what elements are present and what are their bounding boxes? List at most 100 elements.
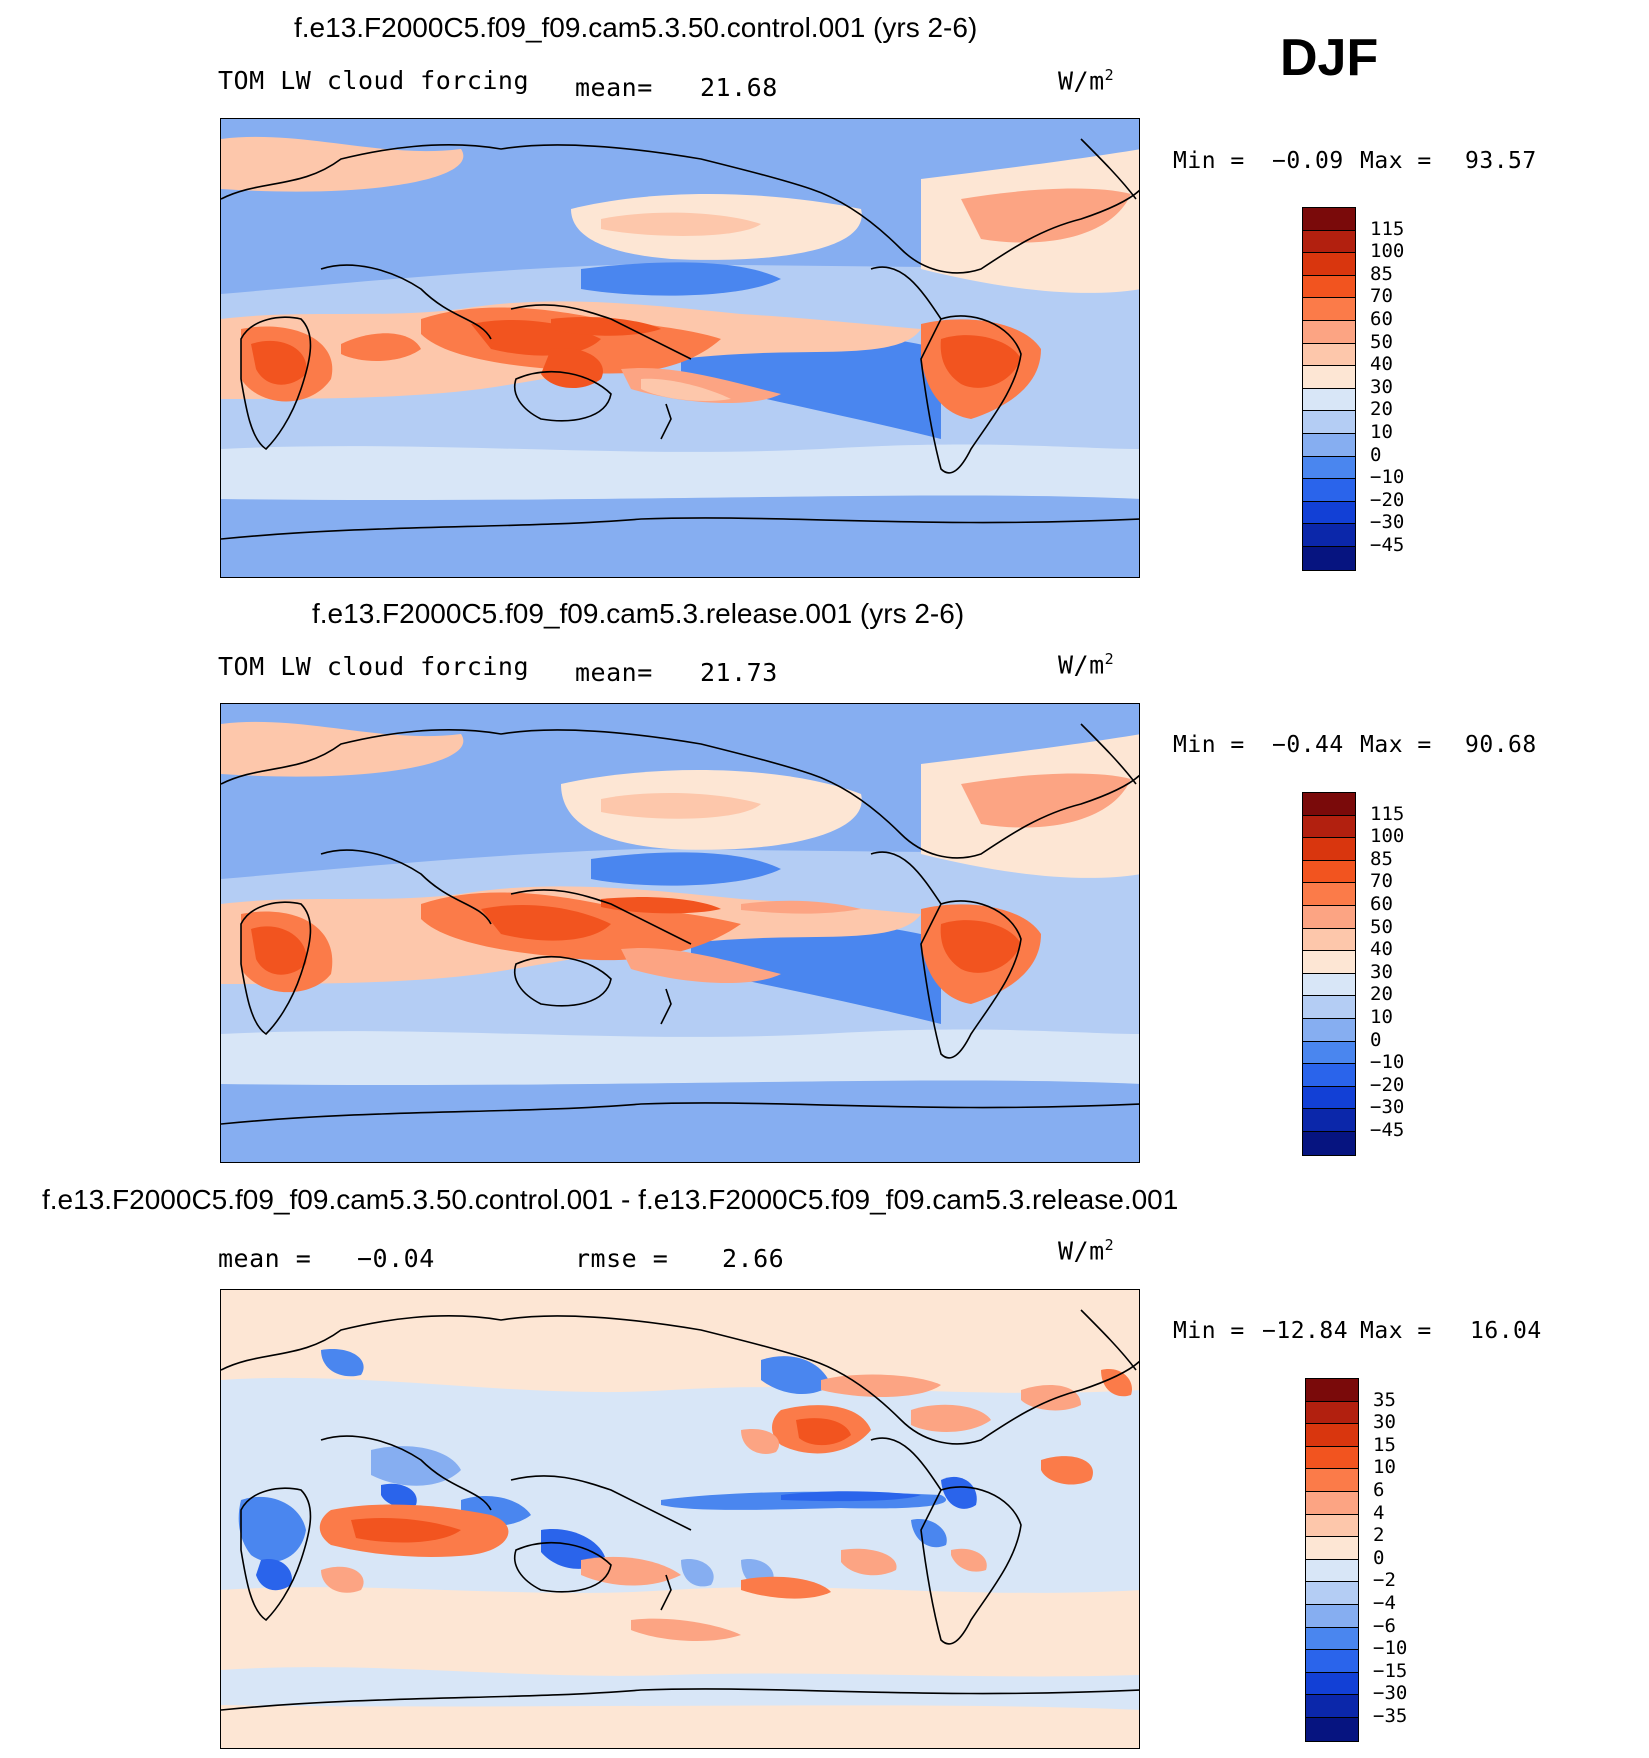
colorbar-tick-label: 4: [1373, 1501, 1385, 1524]
colorbar-swatch: [1303, 320, 1355, 344]
colorbar-swatch: [1306, 1446, 1358, 1470]
colorbar-swatch: [1306, 1627, 1358, 1651]
colorbar-tick-label: 100: [1370, 240, 1405, 263]
colorbar-tick-label: 70: [1370, 870, 1393, 893]
colorbar-tick-label: 50: [1370, 330, 1393, 353]
colorbar-swatch: [1303, 456, 1355, 480]
colorbar-tick-label: −45: [1370, 534, 1405, 556]
colorbar-tick-label: −10: [1370, 1051, 1405, 1074]
colorbar-swatch: [1306, 1695, 1358, 1718]
colorbar-swatch: [1303, 388, 1355, 412]
panel3-mean-label: mean =: [218, 1244, 312, 1273]
colorbar-swatch: [1306, 1604, 1358, 1628]
panel2-map: [220, 703, 1140, 1163]
colorbar-swatch: [1306, 1559, 1358, 1583]
colorbar-swatch: [1303, 479, 1355, 502]
panel1-mean-value: 21.68: [700, 73, 778, 102]
panel1-min-label: Min =: [1173, 148, 1245, 174]
panel3-rmse-value: 2.66: [722, 1244, 785, 1273]
panel2-mean-value: 21.73: [700, 658, 778, 687]
colorbar-tick-label: 40: [1370, 938, 1393, 961]
colorbar-swatch: [1306, 1650, 1358, 1673]
colorbar-swatch: [1303, 208, 1355, 231]
colorbar-swatch: [1306, 1537, 1358, 1560]
colorbar-tick-label: 85: [1370, 847, 1393, 870]
colorbar-tick-label: −10: [1373, 1637, 1408, 1660]
colorbar-tick-label: 20: [1370, 983, 1393, 1006]
colorbar-tick-label: 0: [1370, 443, 1382, 466]
colorbar-tick-label: −10: [1370, 466, 1405, 489]
panel1-mean-label: mean=: [575, 73, 653, 102]
colorbar-swatch: [1303, 1064, 1355, 1087]
panel2-min-label: Min =: [1173, 732, 1245, 758]
panel2-map-field: [221, 704, 1139, 1162]
colorbar-tick-label: 30: [1370, 960, 1393, 983]
panel1-min-value: −0.09: [1272, 148, 1344, 174]
panel3-min-value: −12.84: [1262, 1318, 1349, 1344]
colorbar-swatch: [1306, 1717, 1358, 1741]
colorbar-tick-label: 15: [1373, 1433, 1396, 1456]
panel1-map-field: [221, 119, 1139, 577]
colorbar-tick-label: 60: [1370, 893, 1393, 915]
colorbar-tick-label: 30: [1373, 1411, 1396, 1434]
colorbar-swatch: [1306, 1672, 1358, 1696]
colorbar-swatch: [1303, 928, 1355, 952]
colorbar-swatch: [1303, 905, 1355, 929]
colorbar-swatch: [1306, 1469, 1358, 1492]
colorbar-swatch: [1303, 1086, 1355, 1110]
colorbar-swatch: [1306, 1401, 1358, 1425]
colorbar-swatch: [1303, 524, 1355, 547]
colorbar-swatch: [1303, 230, 1355, 254]
colorbar-tick-label: −15: [1373, 1659, 1408, 1682]
colorbar-swatch: [1303, 815, 1355, 839]
colorbar-tick-label: −45: [1370, 1119, 1405, 1141]
panel1-title: f.e13.F2000C5.f09_f09.cam5.3.50.control.…: [294, 12, 978, 43]
colorbar-tick-label: −4: [1373, 1592, 1396, 1614]
colorbar-swatch: [1306, 1582, 1358, 1605]
colorbar-tick-label: −35: [1373, 1705, 1408, 1727]
panel2-title: f.e13.F2000C5.f09_f09.cam5.3.release.001…: [312, 598, 965, 629]
panel2-colorbar: [1302, 792, 1356, 1156]
colorbar-swatch: [1303, 298, 1355, 321]
colorbar-tick-label: 85: [1370, 262, 1393, 285]
colorbar-tick-label: 50: [1370, 915, 1393, 938]
panel3-map-field: [221, 1290, 1139, 1748]
panel3-mean-value: −0.04: [357, 1244, 435, 1273]
colorbar-swatch: [1303, 433, 1355, 457]
colorbar-swatch: [1306, 1491, 1358, 1515]
colorbar-swatch: [1303, 343, 1355, 367]
panel2-max-label: Max =: [1360, 732, 1432, 758]
colorbar-tick-label: 0: [1373, 1546, 1385, 1569]
colorbar-swatch: [1303, 1018, 1355, 1042]
panel1-colorbar: [1302, 207, 1356, 571]
colorbar-tick-label: 2: [1373, 1524, 1385, 1547]
colorbar-swatch: [1303, 253, 1355, 276]
colorbar-swatch: [1306, 1424, 1358, 1447]
colorbar-swatch: [1303, 1041, 1355, 1065]
panel3-max-value: 16.04: [1470, 1318, 1542, 1344]
season-label: DJF: [1280, 29, 1379, 87]
colorbar-swatch: [1303, 838, 1355, 861]
panel1-max-label: Max =: [1360, 148, 1432, 174]
colorbar-tick-label: −20: [1370, 488, 1405, 511]
colorbar-swatch: [1303, 546, 1355, 570]
panel2-mean-label: mean=: [575, 658, 653, 687]
panel3-rmse-label: rmse =: [575, 1244, 669, 1273]
panel2-variable-label: TOM LW cloud forcing: [218, 652, 530, 681]
colorbar-swatch: [1303, 1109, 1355, 1132]
panel2-min-value: −0.44: [1272, 732, 1344, 758]
panel1-variable-label: TOM LW cloud forcing: [218, 66, 530, 95]
colorbar-swatch: [1303, 883, 1355, 906]
colorbar-swatch: [1303, 275, 1355, 299]
colorbar-tick-label: 10: [1370, 1006, 1393, 1028]
colorbar-tick-label: 0: [1370, 1028, 1382, 1051]
panel3-max-label: Max =: [1360, 1318, 1432, 1344]
colorbar-swatch: [1303, 501, 1355, 525]
panel1-map: [220, 118, 1140, 578]
colorbar-tick-label: −30: [1370, 511, 1405, 534]
colorbar-tick-label: −6: [1373, 1614, 1396, 1637]
colorbar-tick-label: 115: [1370, 217, 1405, 240]
colorbar-tick-label: 10: [1373, 1456, 1396, 1479]
panel1-units: W/m2: [1058, 66, 1115, 96]
colorbar-tick-label: −30: [1370, 1096, 1405, 1119]
